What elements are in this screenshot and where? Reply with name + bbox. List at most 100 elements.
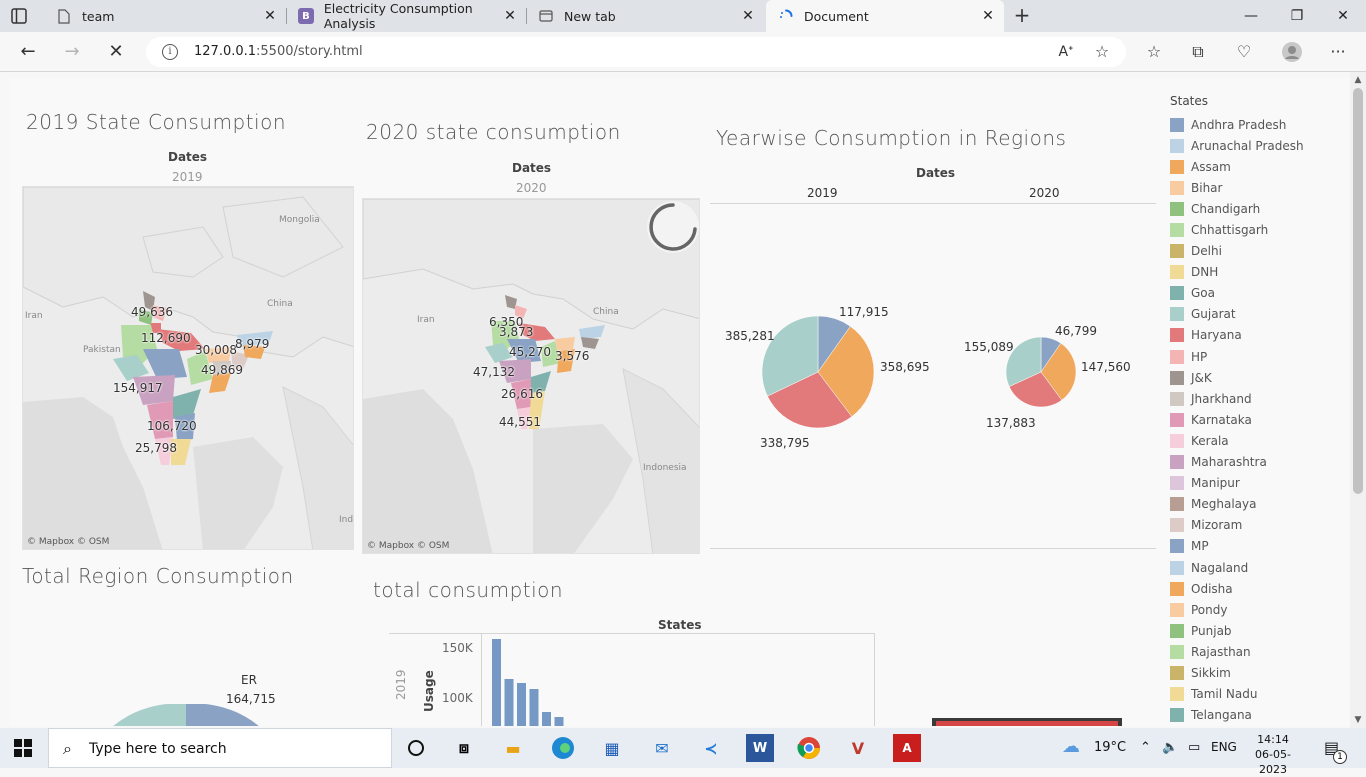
bar[interactable] (529, 689, 539, 726)
legend-item[interactable]: Jharkhand (1170, 388, 1350, 409)
back-button[interactable]: ← (20, 41, 36, 62)
legend-item[interactable]: Manipur (1170, 473, 1350, 494)
legend-item[interactable]: Delhi (1170, 241, 1350, 262)
map-2019[interactable]: 49,636 112,690 30,008 8,979 49,869 154,9… (22, 186, 354, 550)
legend-item[interactable]: Maharashtra (1170, 452, 1350, 473)
taskbar-search[interactable]: ⌕ Type here to search (48, 728, 392, 768)
legend-item[interactable]: Tamil Nadu (1170, 684, 1350, 705)
settings-more-icon[interactable]: ··· (1330, 42, 1346, 61)
new-tab-button[interactable]: + (1013, 3, 1031, 27)
legend-item[interactable]: Goa (1170, 283, 1350, 304)
scrollbar-thumb[interactable] (1353, 88, 1363, 494)
tab-new-tab[interactable]: New tab ✕ (526, 0, 764, 32)
legend-item[interactable]: Chhattisgarh (1170, 219, 1350, 240)
legend-item[interactable]: Sikkim (1170, 662, 1350, 683)
legend-item[interactable]: Arunachal Pradesh (1170, 135, 1350, 156)
total-region-pie[interactable] (96, 704, 296, 726)
tab-electricity-analysis[interactable]: B Electricity Consumption Analysis ✕ (286, 0, 527, 32)
legend-item[interactable]: MP (1170, 536, 1350, 557)
show-hidden-icons[interactable]: ⌃ (1140, 740, 1151, 755)
windows-start-icon[interactable] (14, 739, 32, 757)
pie-chart-2019[interactable] (762, 316, 882, 436)
profile-icon[interactable] (1280, 40, 1304, 64)
legend-item[interactable]: Odisha (1170, 578, 1350, 599)
map-attribution[interactable]: © Mapbox © OSM (27, 537, 110, 547)
pie-slice[interactable] (1040, 342, 1077, 401)
read-aloud-icon[interactable]: Aᐩ (1058, 44, 1074, 60)
mail-icon[interactable]: ✉ (655, 738, 669, 758)
close-tab-icon[interactable]: ✕ (264, 8, 276, 24)
legend-item[interactable]: Karnataka (1170, 409, 1350, 430)
pie-slice[interactable] (1006, 337, 1042, 387)
minimize-button[interactable]: — (1244, 8, 1258, 24)
weather-icon[interactable]: ☁ (1062, 736, 1080, 757)
acrobat-icon[interactable]: A (893, 734, 921, 762)
india-choropleth-2020[interactable] (485, 293, 605, 433)
legend-item[interactable]: Kerala (1170, 430, 1350, 451)
pie-slice[interactable] (762, 316, 819, 397)
story-navigator[interactable] (932, 718, 1122, 726)
bar[interactable] (504, 679, 514, 726)
scroll-up-icon[interactable]: ▲ (1354, 75, 1362, 85)
file-explorer-icon[interactable]: ▬ (505, 738, 521, 758)
legend-item[interactable]: Telangana (1170, 705, 1350, 726)
tab-team[interactable]: team ✕ (44, 0, 287, 32)
pie-slice[interactable] (767, 371, 853, 429)
restore-button[interactable]: ❐ (1290, 8, 1304, 24)
weather-temp[interactable]: 19°C (1094, 740, 1127, 755)
legend-item[interactable]: Nagaland (1170, 557, 1350, 578)
collections-icon[interactable]: ⧉ (1192, 42, 1204, 61)
task-view-icon[interactable]: ⧈ (458, 738, 470, 757)
legend-item[interactable]: Mizoram (1170, 515, 1350, 536)
favorites-icon[interactable]: ☆ (1146, 42, 1162, 61)
forward-button[interactable]: → (64, 41, 80, 62)
bar[interactable] (554, 717, 564, 726)
legend-item[interactable]: Rajasthan (1170, 641, 1350, 662)
scroll-down-icon[interactable]: ▼ (1354, 715, 1362, 725)
legend-item[interactable]: Bihar (1170, 177, 1350, 198)
map-attribution[interactable]: © Mapbox © OSM (367, 541, 450, 551)
india-choropleth-2019[interactable] (113, 289, 273, 469)
legend-item[interactable]: Meghalaya (1170, 494, 1350, 515)
pie-chart-2020[interactable] (1006, 337, 1082, 413)
browser-essentials-icon[interactable]: ♡ (1236, 42, 1252, 61)
address-bar[interactable]: i 127.0.0.1:5500/story.html Aᐩ ☆ (146, 37, 1126, 67)
legend-item[interactable]: J&K (1170, 367, 1350, 388)
tab-actions-icon[interactable] (10, 7, 28, 25)
store-icon[interactable]: ▦ (604, 738, 620, 758)
edge-icon[interactable] (549, 734, 577, 762)
bar[interactable] (492, 639, 501, 726)
cortana-icon[interactable] (402, 734, 430, 762)
map-2020[interactable]: 6,350 3,873 45,270 3,576 47,132 26,616 4… (362, 198, 700, 554)
tab-document[interactable]: Document ✕ (766, 0, 1004, 32)
vivaldi-icon[interactable]: V (851, 738, 865, 758)
close-tab-icon[interactable]: ✕ (982, 8, 994, 24)
volume-icon[interactable]: 🔈 (1162, 740, 1179, 755)
battery-icon[interactable]: ▭ (1188, 740, 1201, 755)
chrome-icon[interactable] (795, 734, 823, 762)
url-text[interactable]: 127.0.0.1:5500/story.html (194, 44, 363, 59)
add-favorite-icon[interactable]: ☆ (1094, 42, 1110, 61)
legend-item[interactable]: Andhra Pradesh (1170, 114, 1350, 135)
page-scrollbar[interactable]: ▲ ▼ (1350, 72, 1366, 728)
legend-item[interactable]: Chandigarh (1170, 198, 1350, 219)
vscode-icon[interactable]: ≺ (704, 738, 718, 758)
pie-slice[interactable] (817, 325, 875, 418)
legend-item[interactable]: HP (1170, 346, 1350, 367)
site-info-icon[interactable]: i (162, 44, 178, 60)
clock[interactable]: 14:14 06-05-2023 (1255, 733, 1291, 776)
legend-item[interactable]: Punjab (1170, 620, 1350, 641)
word-icon[interactable]: W (746, 734, 774, 762)
legend-item[interactable]: DNH (1170, 262, 1350, 283)
legend-item[interactable]: Pondy (1170, 599, 1350, 620)
close-tab-icon[interactable]: ✕ (504, 8, 516, 24)
close-window-button[interactable]: ✕ (1337, 8, 1349, 24)
stop-loading-button[interactable]: ✕ (108, 41, 124, 62)
bar[interactable] (542, 712, 551, 726)
total-consumption-bar-chart[interactable] (482, 636, 602, 726)
legend-item[interactable]: Assam (1170, 156, 1350, 177)
language-indicator[interactable]: ENG (1211, 740, 1237, 754)
legend-item[interactable]: Gujarat (1170, 304, 1350, 325)
bar[interactable] (517, 683, 526, 726)
legend-item[interactable]: Haryana (1170, 325, 1350, 346)
